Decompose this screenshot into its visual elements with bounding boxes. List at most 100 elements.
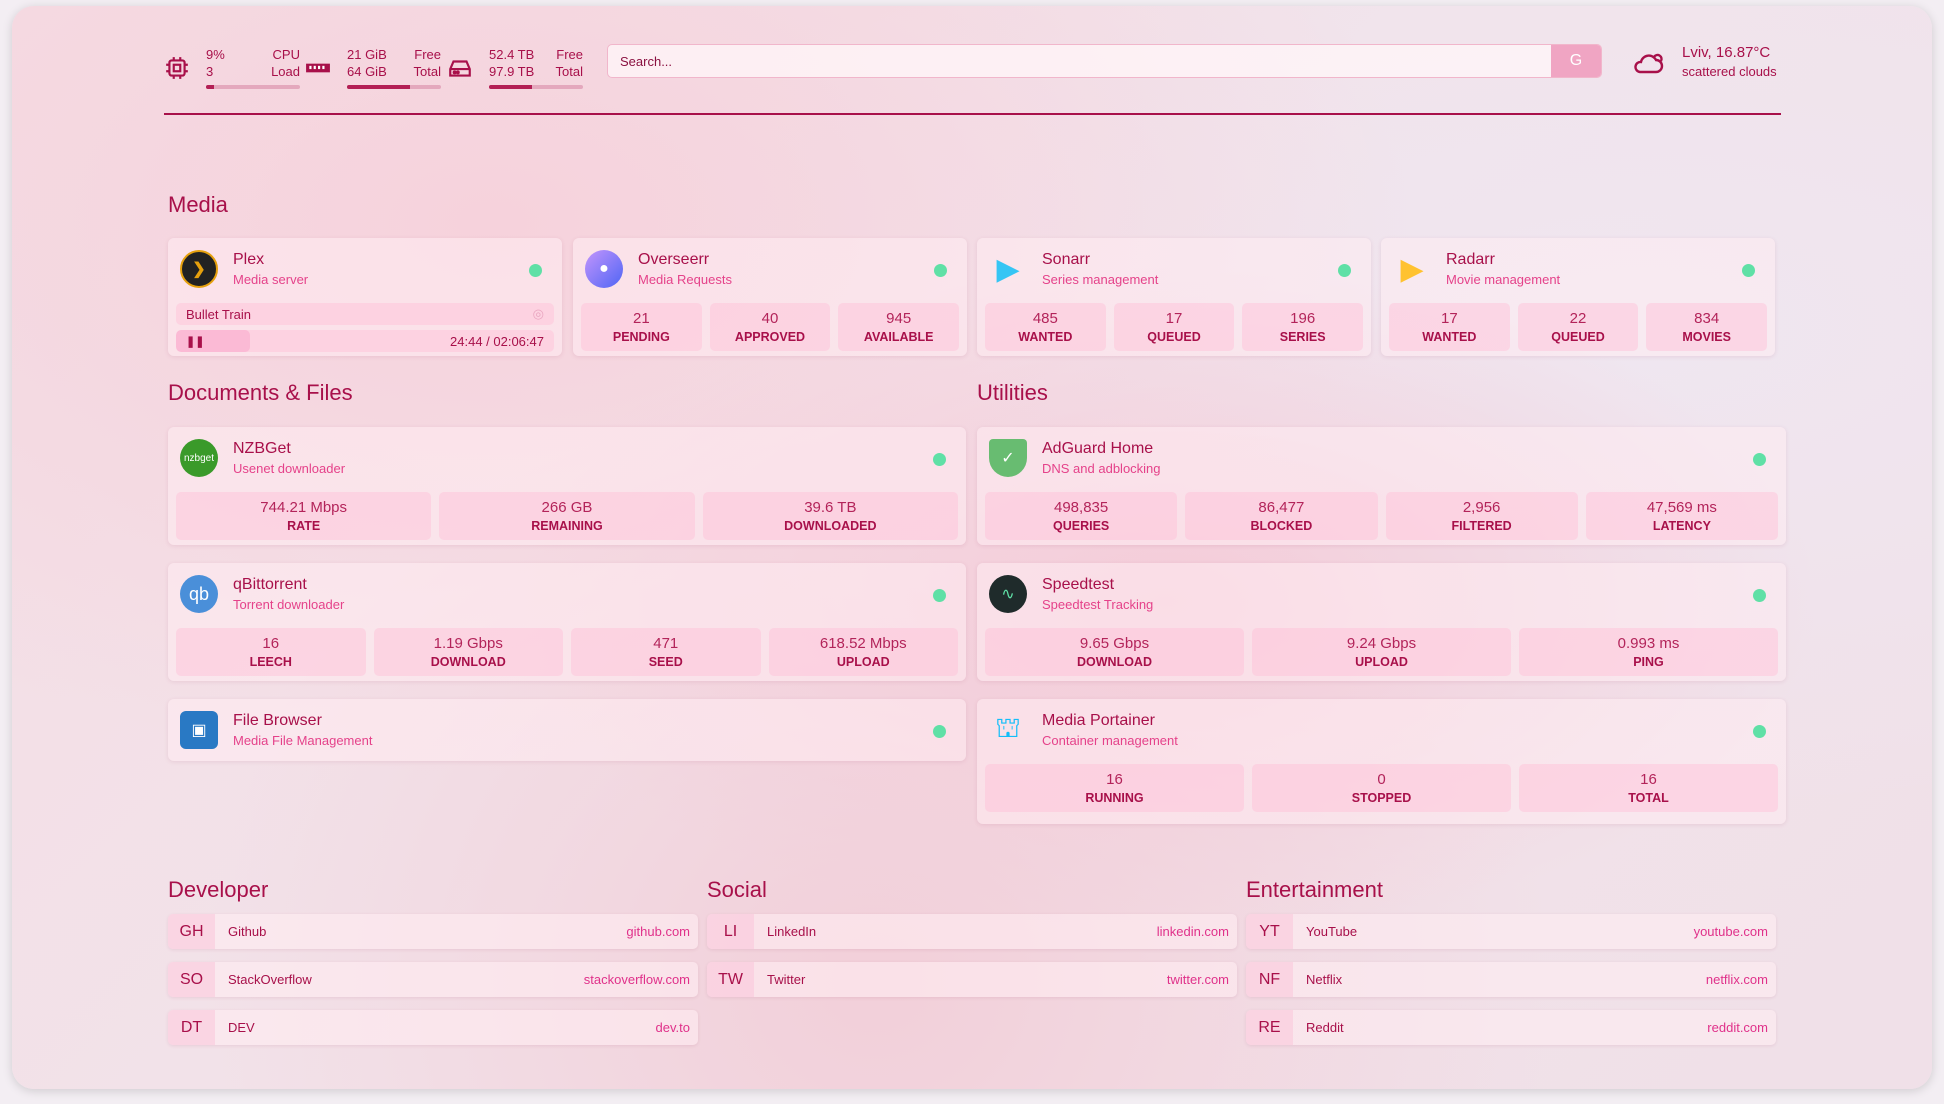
stat-box: 485 WANTED	[985, 303, 1106, 351]
bookmark-name: DEV	[228, 1020, 255, 1035]
disk-widget: 52.4 TB Free 97.9 TB Total	[447, 46, 583, 89]
search-engine-button[interactable]: G	[1551, 45, 1601, 77]
bookmark-link[interactable]: SO StackOverflow stackoverflow.com	[168, 962, 698, 997]
search-input[interactable]	[608, 45, 1551, 77]
service-card[interactable]: ▣ File Browser Media File Management	[168, 699, 966, 761]
service-card[interactable]: ⛫ Media Portainer Container management 16…	[977, 699, 1786, 824]
stat-value: 17	[1165, 310, 1183, 327]
service-subtitle: Speedtest Tracking	[1042, 597, 1154, 612]
stat-value: 17	[1440, 310, 1458, 327]
disk-free: 52.4 TB	[489, 47, 535, 62]
service-card[interactable]: ✓ AdGuard Home DNS and adblocking 498,835…	[977, 427, 1786, 545]
stat-box: 834 MOVIES	[1646, 303, 1768, 351]
status-dot	[1753, 589, 1766, 602]
stat-label: UPLOAD	[1355, 655, 1408, 669]
stat-label: DOWNLOAD	[430, 655, 506, 669]
cpu-icon	[166, 56, 188, 79]
stat-box: 0.993 ms PING	[1519, 628, 1778, 676]
service-subtitle: Torrent downloader	[233, 597, 345, 612]
pause-icon[interactable]: ❚❚	[186, 335, 205, 348]
status-dot	[933, 589, 946, 602]
status-dot	[1753, 453, 1766, 466]
cloud-icon	[1634, 53, 1664, 73]
stat-value: 39.6 TB	[804, 499, 857, 516]
stat-box: 9.24 Gbps UPLOAD	[1252, 628, 1511, 676]
status-dot	[529, 264, 542, 277]
service-subtitle: Container management	[1042, 733, 1178, 748]
stat-value: 485	[1032, 310, 1058, 327]
stat-label: FILTERED	[1451, 519, 1512, 533]
stat-box: 16 TOTAL	[1519, 764, 1778, 812]
load-label: Load	[271, 64, 300, 79]
stat-box: 47,569 ms LATENCY	[1585, 492, 1778, 540]
stat-box: 1.19 Gbps DOWNLOAD	[373, 628, 563, 676]
stat-value: 86,477	[1258, 499, 1305, 516]
cpu-load-value: 9%	[206, 47, 225, 62]
stat-label: APPROVED	[734, 330, 806, 344]
playback-progress	[176, 330, 250, 352]
filebrowser-icon: ▣	[180, 711, 218, 749]
stat-value: 40	[761, 310, 779, 327]
stat-label: DOWNLOAD	[1077, 655, 1152, 669]
bookmark-link[interactable]: TW Twitter twitter.com	[707, 962, 1237, 997]
now-playing-title: Bullet Train	[186, 306, 252, 322]
service-card-plex[interactable]: ❯ Plex Media server Bullet Train ◎ ❚❚ 24:44…	[168, 238, 562, 356]
bookmark-name: StackOverflow	[228, 972, 312, 987]
bookmark-abbr: DT	[168, 1010, 215, 1045]
bookmark-name: Github	[228, 924, 267, 939]
stat-box: 16 RUNNING	[985, 764, 1244, 812]
bookmark-link[interactable]: NF Netflix netflix.com	[1246, 962, 1776, 997]
stat-value: 16	[1640, 771, 1657, 788]
service-card[interactable]: ▶ Radarr Movie management 17 WANTED 22 QUEUE…	[1381, 238, 1775, 356]
bookmark-name: YouTube	[1306, 924, 1358, 939]
stat-label: REMAINING	[531, 519, 603, 533]
service-card[interactable]: ▶ Sonarr Series management 485 WANTED 17 QUE…	[977, 238, 1371, 356]
cpu-cores: 3	[206, 64, 214, 79]
portainer-icon: ⛫	[995, 712, 1021, 743]
stat-value: 266 GB	[541, 499, 593, 516]
stat-value: 0	[1377, 771, 1386, 788]
bookmark-link[interactable]: YT YouTube youtube.com	[1246, 914, 1776, 949]
radarr-icon: ▶	[1400, 252, 1424, 286]
stats-row: 498,835 QUERIES 86,477 BLOCKED 2,956 FILTERED…	[985, 492, 1778, 540]
bookmark-link[interactable]: LI LinkedIn linkedin.com	[707, 914, 1237, 949]
service-card[interactable]: ● Overseerr Media Requests 21 PENDING 40 APP…	[573, 238, 967, 356]
speedtest-icon: ∿	[989, 575, 1027, 613]
stat-label: MOVIES	[1682, 330, 1731, 344]
bookmark-link[interactable]: RE Reddit reddit.com	[1246, 1010, 1776, 1045]
memory-icon	[306, 63, 330, 72]
cpu-widget: 9% CPU 3 Load	[164, 46, 300, 89]
service-card[interactable]: nzbget NZBGet Usenet downloader 744.21 Mb…	[168, 427, 966, 545]
stat-box: 17 QUEUED	[1113, 303, 1235, 351]
service-title: File Browser	[233, 712, 322, 729]
service-title: NZBGet	[233, 440, 291, 457]
service-subtitle: Series management	[1042, 272, 1159, 287]
nzbget-icon: nzbget	[180, 439, 218, 477]
free-label: Free	[556, 47, 583, 62]
stat-value: 9.65 Gbps	[1079, 635, 1150, 652]
stats-row: 744.21 Mbps RATE 266 GB REMAINING 39.6 TB DOW…	[176, 492, 958, 540]
ram-free: 21 GiB	[347, 47, 387, 62]
status-dot	[934, 264, 947, 277]
stat-label: QUEUED	[1147, 330, 1201, 344]
stat-label: STOPPED	[1351, 791, 1412, 805]
stat-box: 9.65 Gbps DOWNLOAD	[985, 628, 1244, 676]
bookmark-name: LinkedIn	[767, 924, 817, 939]
service-card[interactable]: ∿ Speedtest Speedtest Tracking 9.65 Gbps D…	[977, 563, 1786, 681]
stat-label: BLOCKED	[1250, 519, 1313, 533]
stat-label: SEED	[648, 655, 683, 669]
status-dot	[933, 725, 946, 738]
stat-value: 834	[1694, 310, 1720, 327]
stats-row: 21 PENDING 40 APPROVED 945 AVAILABLE	[581, 303, 960, 351]
bookmark-url: linkedin.com	[1156, 924, 1229, 939]
bookmark-link[interactable]: DT DEV dev.to	[168, 1010, 698, 1045]
total-label: Total	[413, 64, 441, 79]
ram-total: 64 GiB	[347, 64, 387, 79]
bookmark-link[interactable]: GH Github github.com	[168, 914, 698, 949]
stat-box: 196 SERIES	[1242, 303, 1364, 351]
service-card[interactable]: qb qBittorrent Torrent downloader 16 LEECH…	[168, 563, 966, 681]
status-dot	[1742, 264, 1755, 277]
stat-label: PING	[1633, 655, 1664, 669]
stat-label: WANTED	[1018, 330, 1073, 344]
section-title-social: Social	[707, 877, 767, 902]
